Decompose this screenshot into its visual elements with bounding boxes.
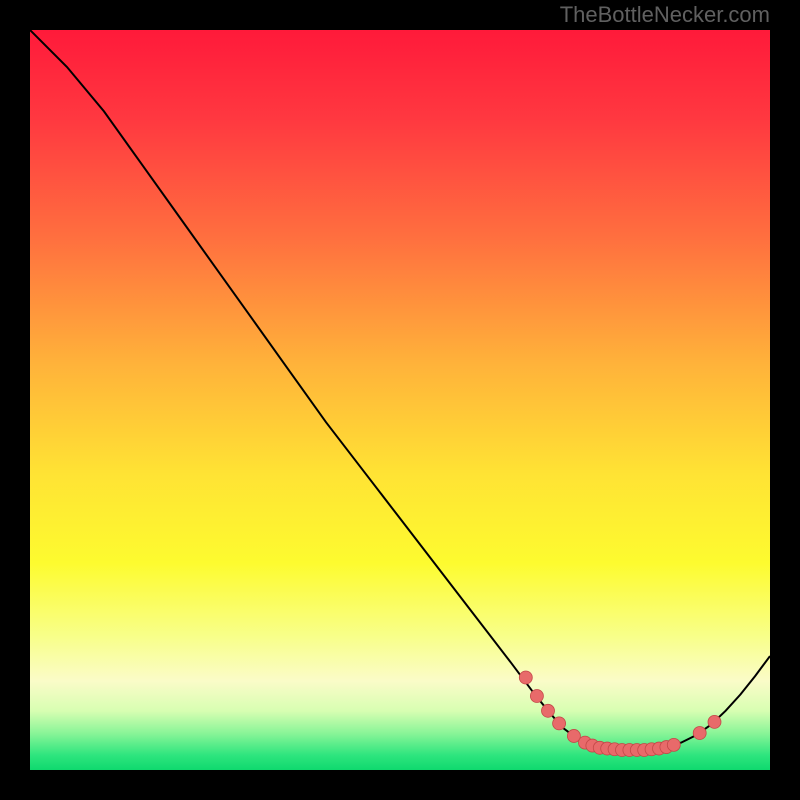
gradient-background	[30, 30, 770, 770]
data-marker	[667, 738, 680, 751]
data-marker	[519, 671, 532, 684]
data-marker	[553, 717, 566, 730]
chart-svg	[30, 30, 770, 770]
chart-plot-area	[30, 30, 770, 770]
watermark-text: TheBottleNecker.com	[560, 2, 770, 28]
data-marker	[693, 727, 706, 740]
data-marker	[542, 704, 555, 717]
data-marker	[530, 690, 543, 703]
data-marker	[708, 715, 721, 728]
